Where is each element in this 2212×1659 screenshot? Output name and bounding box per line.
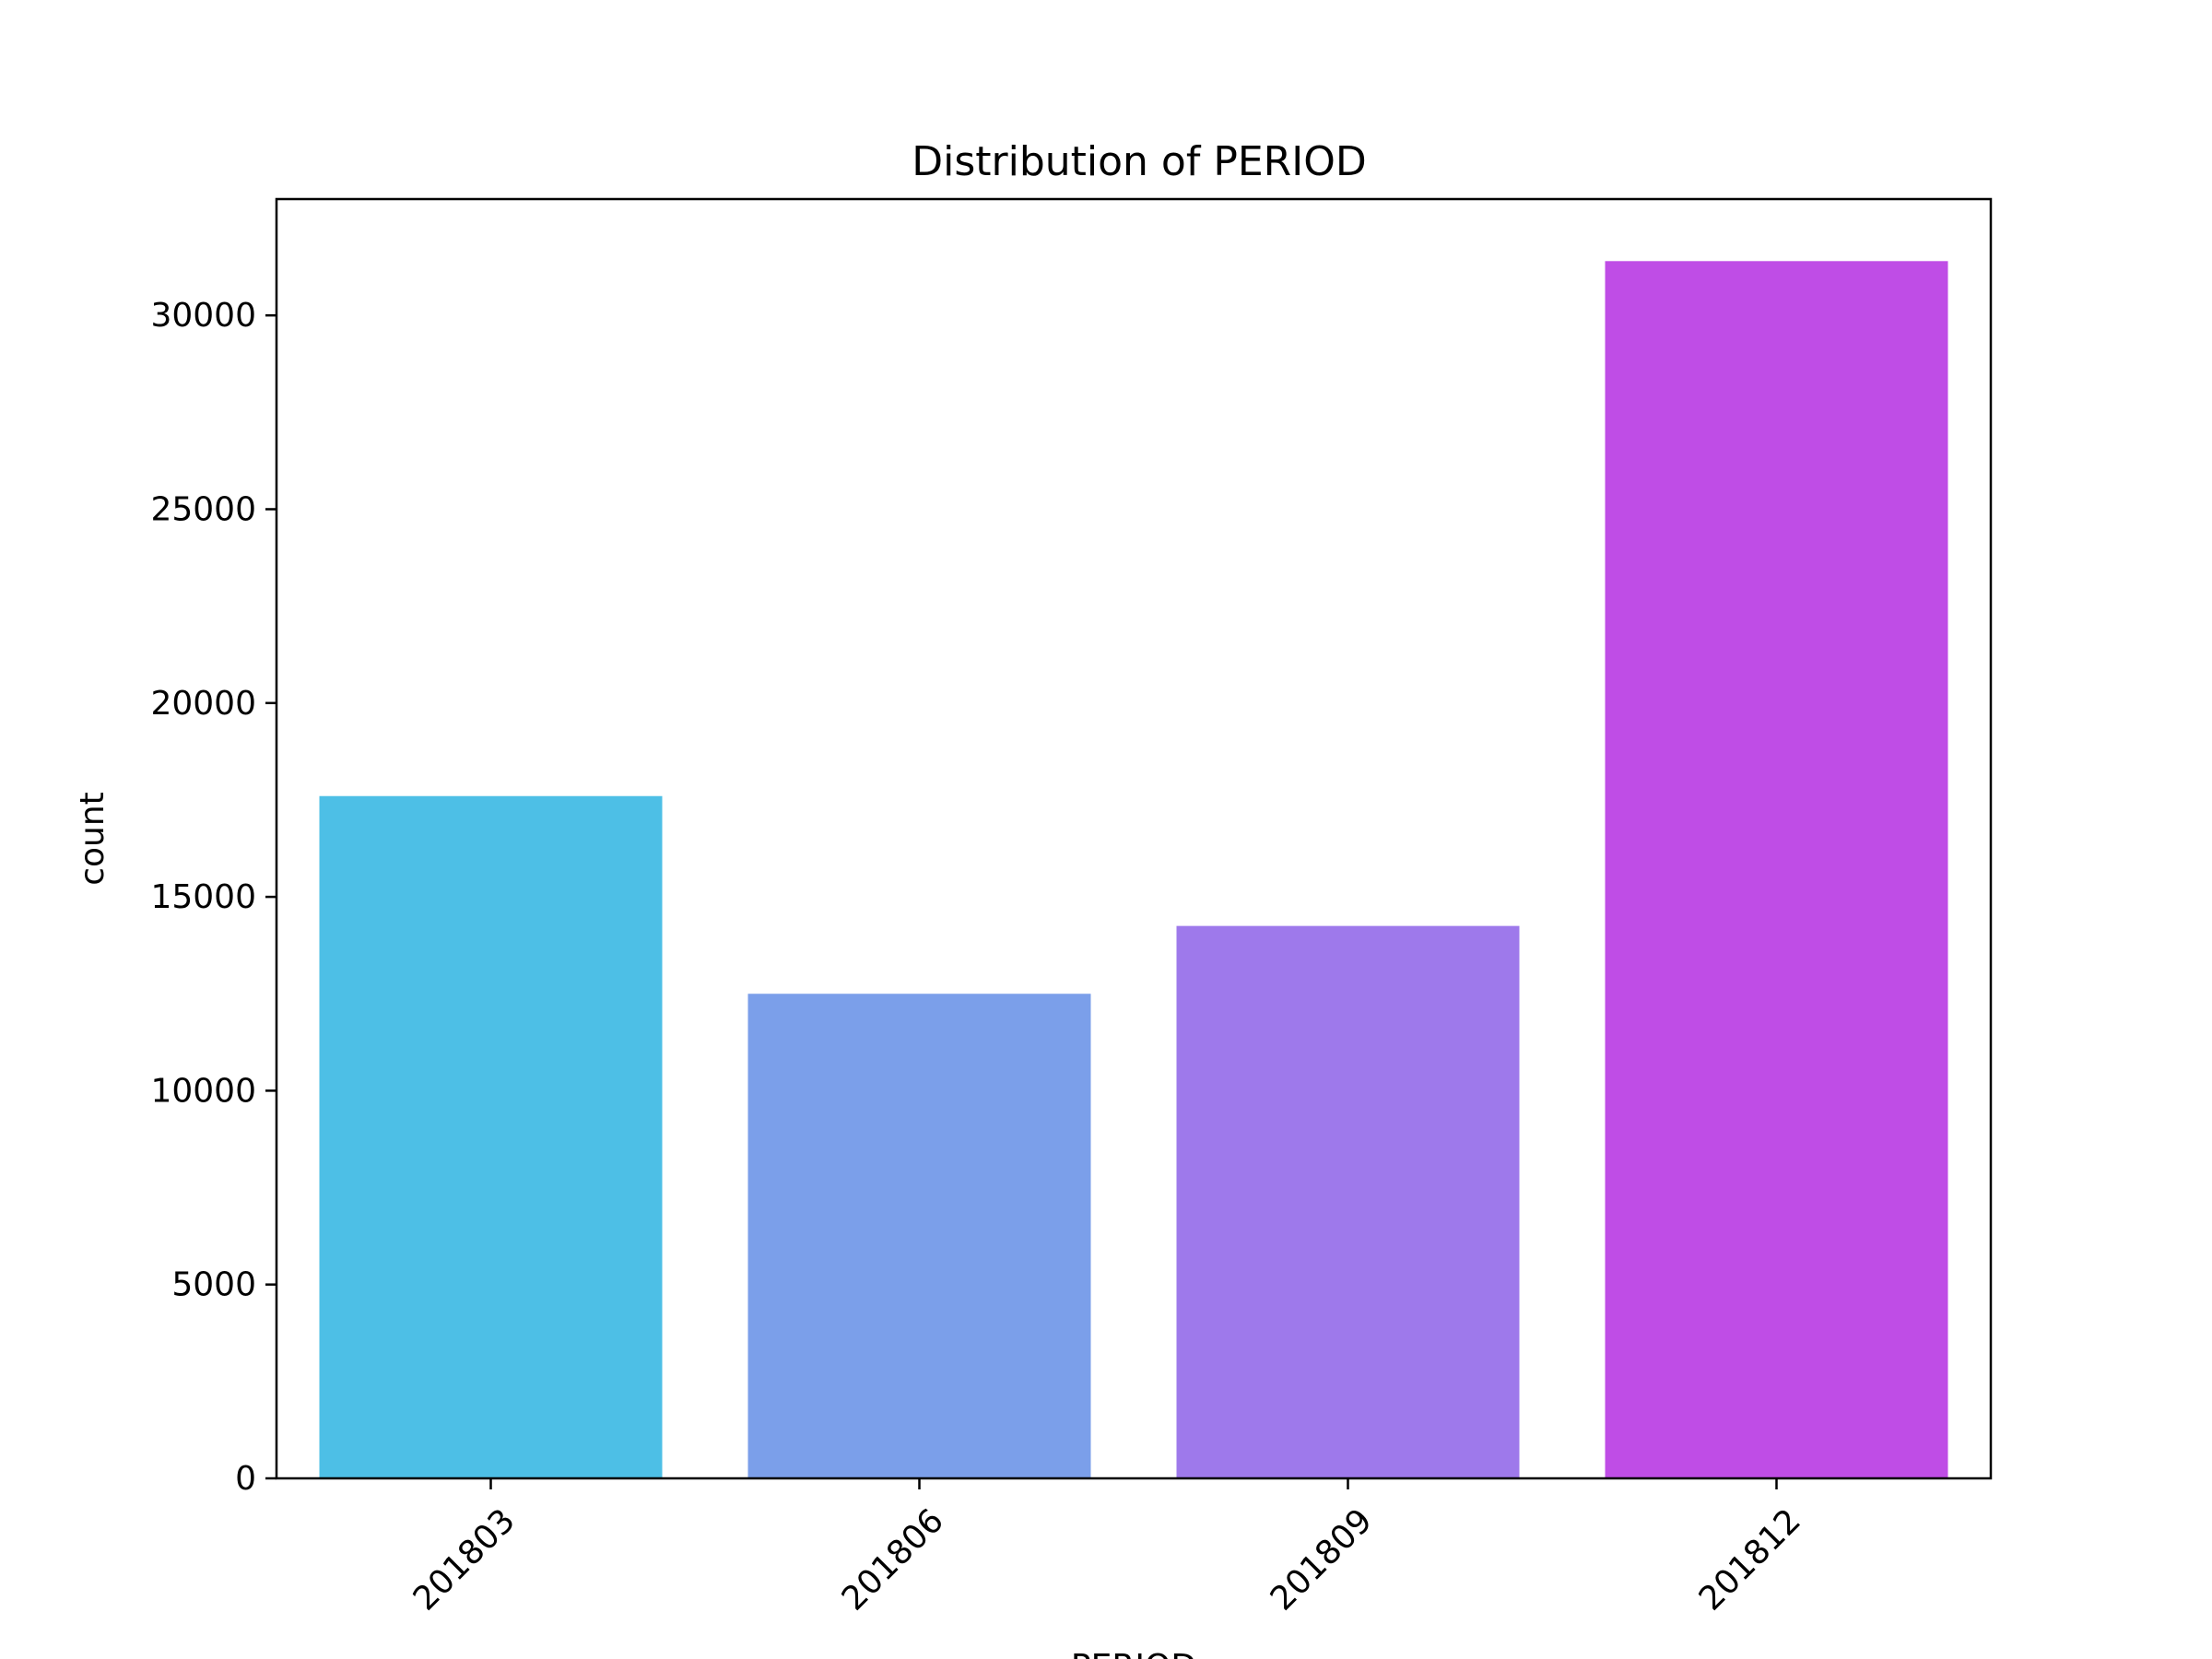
x-axis-label: PERIOD (1071, 1648, 1196, 1659)
bar-201809 (1176, 925, 1520, 1478)
y-tick-label: 20000 (150, 685, 256, 723)
y-tick-label: 0 (235, 1460, 256, 1498)
bar-201812 (1605, 261, 1948, 1478)
y-tick-label: 15000 (150, 878, 256, 916)
y-tick-label: 30000 (150, 297, 256, 335)
bar-201803 (319, 795, 663, 1478)
y-axis-label: count (74, 792, 112, 886)
plot-area-frame (275, 197, 1993, 1480)
y-tick-label: 10000 (150, 1072, 256, 1110)
y-axis: 0 5000 10000 15000 20000 25000 30000 (150, 297, 276, 1498)
bar-201806 (747, 994, 1091, 1478)
bars-group (319, 261, 1948, 1478)
y-tick-label: 5000 (171, 1266, 256, 1304)
chart-title: Distribution of PERIOD (912, 138, 1366, 185)
y-tick-label: 25000 (150, 490, 256, 528)
